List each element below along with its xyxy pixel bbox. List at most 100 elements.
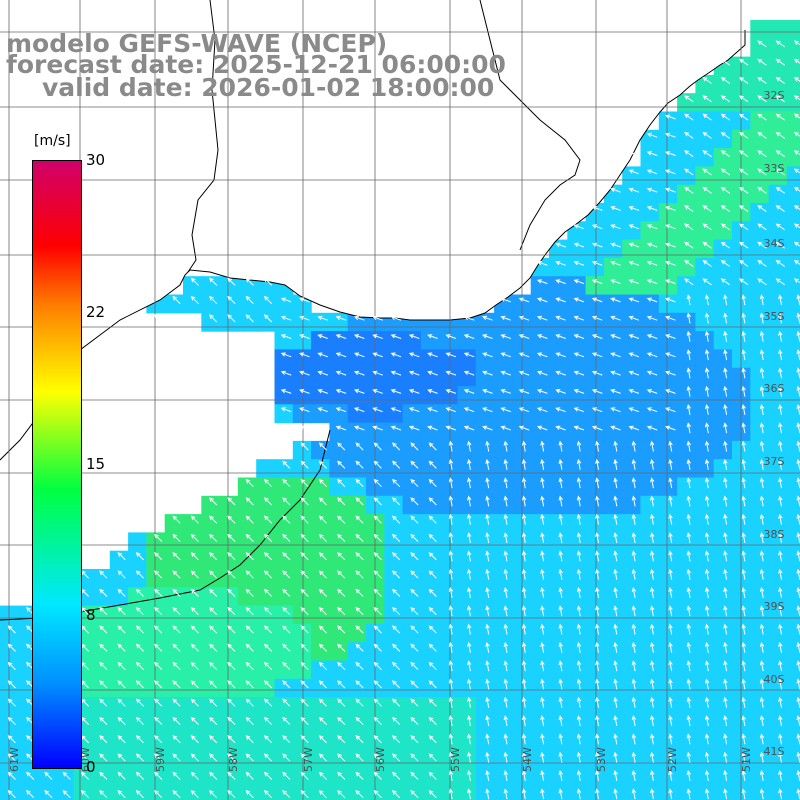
wind-cell: [219, 733, 239, 753]
wind-arrow: [757, 168, 767, 176]
wind-cell: [494, 422, 513, 442]
wind-cell: [402, 495, 422, 515]
wind-arrow: [759, 623, 765, 635]
wind-arrow: [702, 186, 712, 194]
wind-cell: [658, 312, 678, 332]
wind-arrow: [390, 334, 402, 339]
wind-cell: [329, 752, 349, 771]
wind-cell: [622, 367, 642, 387]
wind-cell: [201, 532, 221, 552]
wind-arrow: [428, 497, 437, 506]
wind-arrow: [775, 241, 785, 249]
wind-cell: [677, 203, 696, 222]
wind-arrow: [355, 753, 364, 762]
wind-arrow: [7, 680, 16, 689]
wind-arrow: [300, 625, 309, 634]
wind-cell: [366, 477, 385, 497]
wind-arrow: [759, 696, 765, 708]
wind-arrow: [741, 385, 746, 397]
wind-cell: [109, 660, 129, 680]
wind-cell: [750, 56, 770, 76]
wind-arrow: [135, 661, 144, 671]
wind-cell: [274, 770, 294, 790]
wind-arrow: [558, 623, 563, 635]
wind-arrow: [793, 168, 800, 174]
wind-cell: [677, 221, 696, 241]
wind-cell: [219, 495, 239, 515]
wind-arrow: [536, 297, 548, 303]
wind-cell: [567, 294, 587, 314]
wind-arrow: [668, 769, 673, 781]
wind-cell: [695, 623, 715, 643]
wind-arrow: [684, 186, 694, 194]
wind-arrow: [99, 570, 108, 579]
wind-cell: [146, 587, 166, 607]
wind-arrow: [392, 497, 401, 506]
wind-arrow: [335, 407, 347, 413]
wind-cell: [420, 532, 440, 552]
wind-arrow: [723, 605, 728, 617]
wind-cell: [347, 440, 367, 460]
wind-arrow: [591, 279, 603, 285]
wind-cell: [732, 605, 751, 625]
wind-arrow: [482, 389, 493, 394]
wind-arrow: [300, 515, 309, 524]
wind-cell: [54, 770, 74, 790]
wind-arrow: [536, 370, 548, 376]
wind-arrow: [355, 716, 364, 725]
wind-cell: [256, 642, 276, 662]
wind-arrow: [227, 643, 236, 652]
wind-cell: [585, 294, 605, 314]
wind-arrow: [117, 661, 126, 671]
wind-cell: [567, 587, 587, 607]
wind-arrow: [467, 458, 472, 470]
wind-cell: [622, 752, 642, 771]
wind-arrow: [665, 260, 676, 266]
wind-arrow: [757, 40, 767, 48]
wind-cell: [622, 276, 642, 296]
wind-arrow: [355, 460, 364, 469]
wind-arrow: [410, 643, 419, 652]
wind-arrow: [355, 588, 364, 597]
wind-arrow: [317, 352, 328, 358]
wind-cell: [494, 752, 513, 771]
wind-cell: [658, 111, 678, 131]
wind-cell: [603, 752, 623, 771]
wind-arrow: [190, 680, 199, 689]
wind-arrow: [650, 550, 655, 562]
wind-cell: [164, 733, 184, 753]
wind-arrow: [300, 570, 309, 579]
wind-cell: [329, 623, 349, 643]
wind-arrow: [738, 278, 749, 286]
wind-cell: [347, 386, 367, 405]
wind-cell: [329, 550, 349, 570]
wind-cell: [603, 239, 623, 259]
wind-cell: [439, 788, 459, 800]
wind-arrow: [300, 698, 309, 707]
wind-arrow: [355, 478, 364, 488]
wind-arrow: [463, 425, 475, 431]
wind-arrow: [650, 568, 655, 580]
wind-arrow: [282, 716, 291, 725]
wind-cell: [530, 331, 550, 350]
wind-cell: [732, 349, 751, 369]
wind-cell: [732, 184, 751, 204]
wind-arrow: [245, 515, 254, 524]
wind-arrow: [318, 533, 327, 542]
wind-arrow: [428, 552, 437, 561]
wind-cell: [292, 623, 312, 643]
wind-cell: [146, 697, 166, 716]
wind-arrow: [428, 588, 437, 597]
wind-cell: [640, 129, 660, 149]
wind-cell: [658, 495, 678, 515]
wind-cell: [732, 660, 751, 680]
wind-arrow: [135, 643, 144, 652]
wind-cell: [329, 312, 349, 332]
wind-cell: [347, 495, 367, 515]
wind-arrow: [263, 643, 273, 652]
wind-arrow: [628, 169, 640, 175]
wind-cell: [128, 532, 147, 552]
wind-arrow: [573, 352, 585, 358]
wind-arrow: [576, 678, 582, 690]
wind-arrow: [540, 623, 545, 635]
